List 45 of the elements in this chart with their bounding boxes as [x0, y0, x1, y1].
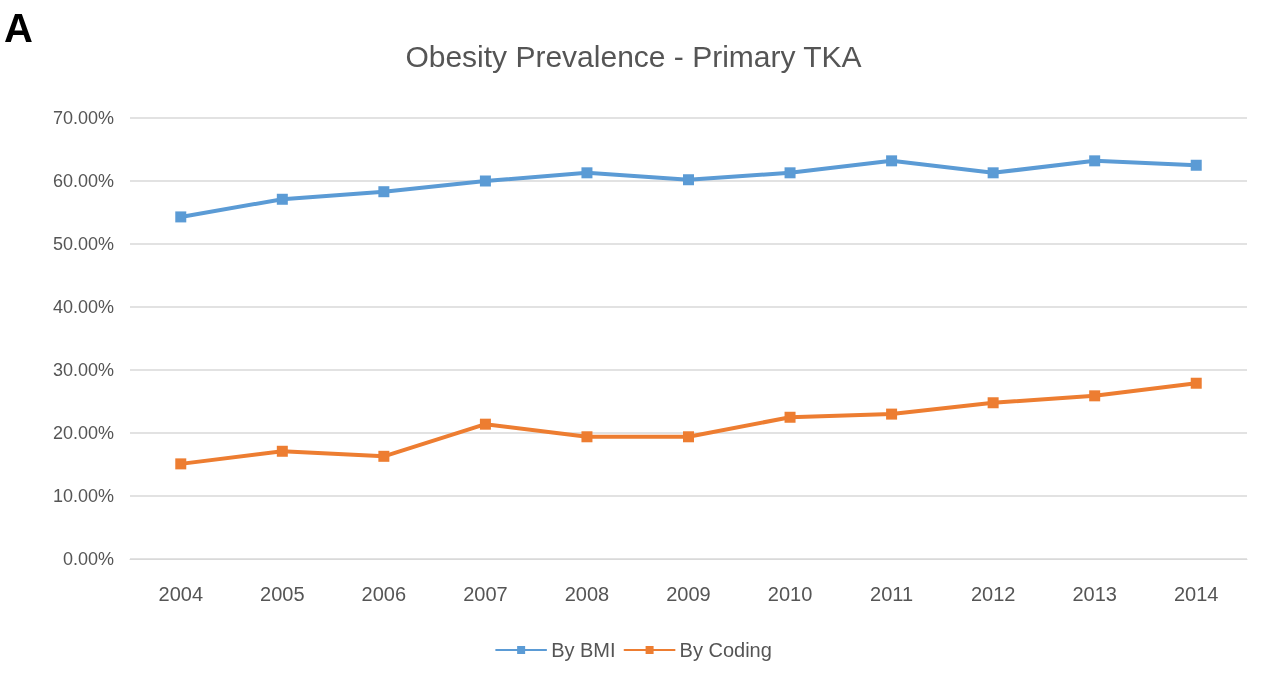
x-tick-label: 2014 [1173, 583, 1219, 605]
point [581, 431, 593, 443]
text: A [4, 6, 33, 50]
x-tick-label: 2012 [970, 583, 1016, 605]
y-tick-label: 30.00% [52, 360, 114, 380]
point [683, 174, 694, 186]
point [378, 186, 390, 198]
y-tick-label: 70.00% [52, 108, 114, 128]
x-tick-label: 2007 [463, 583, 508, 605]
point [987, 397, 999, 409]
legend-label: By Coding [679, 639, 772, 661]
y-tick-label: 10.00% [52, 486, 114, 506]
point [276, 445, 288, 457]
x-tick-label: 2011 [870, 583, 914, 605]
x-tick-label: 2005 [260, 583, 305, 605]
x-tick-label: 2006 [361, 583, 407, 605]
point [1089, 390, 1101, 402]
point [175, 211, 187, 223]
y-tick-label: 50.00% [52, 234, 114, 254]
point [581, 167, 593, 179]
legend-label: By BMI [551, 639, 616, 661]
y-tick-label: 0.00% [62, 549, 114, 569]
point [175, 458, 187, 470]
point [886, 155, 898, 167]
y-tick-label: 20.00% [52, 423, 114, 443]
x-tick-label: 2004 [158, 583, 204, 605]
point [784, 411, 796, 423]
point [378, 450, 390, 462]
point [784, 167, 796, 179]
point [683, 431, 694, 443]
point [479, 418, 491, 430]
x-tick-label: 2008 [564, 583, 610, 605]
chart-title: Obesity Prevalence - Primary TKA [405, 39, 862, 73]
x-tick-label: 2010 [767, 583, 813, 605]
point [987, 167, 999, 179]
y-tick-label: 40.00% [52, 297, 114, 317]
point [1089, 155, 1101, 167]
point [1190, 377, 1202, 389]
y-tick-label: 60.00% [52, 171, 114, 191]
x-tick-label: 2013 [1072, 583, 1117, 605]
point [1190, 159, 1202, 171]
point [886, 408, 898, 420]
x-tick-label: 2009 [666, 583, 711, 605]
point [276, 193, 288, 205]
point [479, 175, 491, 187]
